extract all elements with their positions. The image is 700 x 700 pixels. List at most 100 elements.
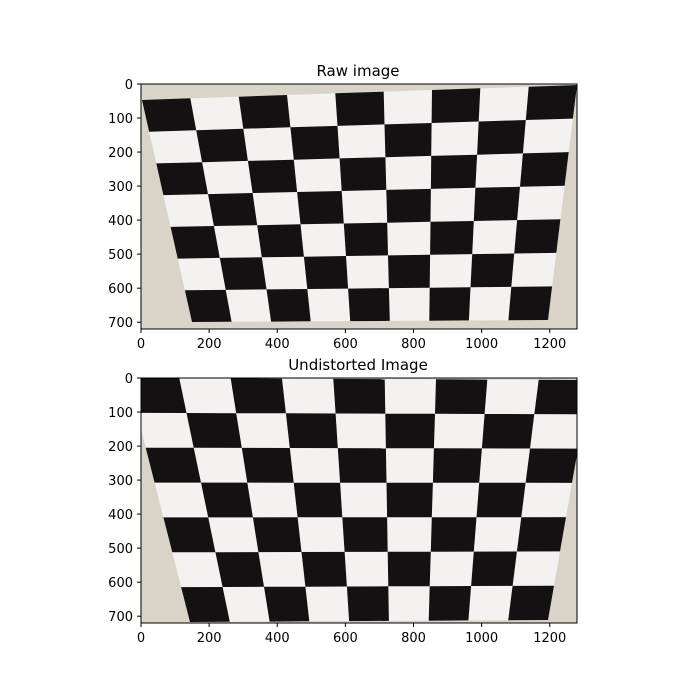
checker-square	[348, 288, 390, 322]
panel-title: Undistorted Image	[288, 356, 428, 374]
checker-square	[514, 219, 561, 254]
y-tick-label: 0	[125, 372, 133, 387]
checker-square	[477, 120, 526, 155]
checker-square	[196, 128, 248, 163]
checker-square	[342, 517, 388, 552]
y-tick-label: 300	[108, 474, 133, 489]
x-tick-label: 1200	[533, 631, 566, 646]
checker-square	[428, 586, 472, 621]
checker-square	[247, 159, 298, 193]
checker-square	[163, 517, 216, 553]
checker-square	[508, 286, 553, 321]
checker-square	[432, 448, 482, 483]
checker-square	[430, 154, 478, 189]
checker-square	[238, 95, 291, 129]
checker-square	[386, 188, 431, 223]
x-tick-label: 800	[401, 631, 426, 646]
y-tick-label: 200	[108, 440, 133, 455]
checker-square	[290, 125, 340, 160]
panel-undistorted: Undistorted Image 0 200 400 600 800 1000 12000…	[108, 356, 578, 646]
checker-square	[343, 222, 388, 256]
checker-square	[473, 186, 520, 221]
checker-square	[525, 448, 577, 483]
y-tick-label: 300	[108, 180, 133, 195]
y-tick-label: 400	[108, 214, 133, 229]
checker-square	[201, 482, 253, 518]
checker-square	[252, 517, 302, 553]
axis-ticks: 0 200 400 600 800 1000 1200 0 100 200 300 400 500 600…	[108, 372, 566, 646]
image-raw	[141, 84, 577, 329]
x-tick-label: 200	[197, 631, 222, 646]
checker-square	[520, 152, 569, 187]
checker-square	[156, 162, 208, 196]
checker-square	[219, 257, 267, 290]
panel-raw: Raw image 0 200 400 600 800 1000 1200 0 100 200 30…	[108, 62, 578, 352]
checker-square	[471, 551, 517, 586]
checker-square	[430, 517, 477, 552]
checker-square	[516, 517, 566, 552]
checker-square	[186, 413, 242, 448]
checker-square	[337, 448, 387, 483]
checker-square	[525, 85, 577, 120]
y-tick-label: 700	[108, 610, 133, 625]
checker-square	[335, 91, 385, 126]
checker-square	[534, 379, 577, 415]
checker-square	[181, 587, 230, 622]
axes-frame	[140, 377, 578, 624]
checker-square	[293, 482, 343, 518]
checker-square	[435, 379, 488, 414]
x-tick-label: 1000	[465, 631, 498, 646]
checker-square	[266, 289, 311, 322]
checker-square	[257, 224, 304, 258]
checker-square	[230, 378, 286, 414]
x-tick-label: 400	[265, 631, 290, 646]
y-tick-label: 500	[108, 248, 133, 263]
y-tick-label: 600	[108, 576, 133, 591]
checker-square	[388, 254, 431, 289]
y-tick-label: 100	[108, 406, 133, 421]
checker-square	[297, 191, 344, 225]
x-tick-label: 1200	[533, 337, 566, 352]
checker-square	[481, 414, 535, 449]
panel-title: Raw image	[316, 62, 399, 80]
checker-square	[285, 413, 338, 449]
checker-square	[142, 98, 197, 132]
checker-square	[141, 378, 187, 413]
axis-ticks: 0 200 400 600 800 1000 1200 0 100 200 300 400 500 600…	[108, 78, 566, 352]
checker-square	[431, 88, 481, 123]
axes-frame	[140, 83, 578, 330]
x-tick-label: 0	[137, 337, 145, 352]
x-tick-label: 600	[333, 631, 358, 646]
y-tick-label: 600	[108, 282, 133, 297]
x-tick-label: 800	[401, 337, 426, 352]
checker-square	[385, 413, 435, 449]
checker-square	[339, 157, 387, 191]
y-tick-label: 200	[108, 146, 133, 161]
y-tick-label: 500	[108, 542, 133, 557]
checker-square	[333, 378, 386, 414]
y-tick-label: 0	[125, 78, 133, 93]
image-undistorted	[141, 378, 577, 623]
y-tick-label: 700	[108, 316, 133, 331]
x-tick-label: 600	[333, 337, 358, 352]
x-tick-label: 400	[265, 337, 290, 352]
checker-square	[241, 447, 294, 483]
checker-square	[476, 482, 526, 518]
checker-square	[429, 287, 471, 321]
checker-square	[430, 221, 474, 255]
checker-square	[184, 289, 232, 322]
checker-square	[264, 586, 310, 622]
y-tick-label: 100	[108, 112, 133, 127]
checker-square	[208, 193, 258, 226]
y-tick-label: 400	[108, 508, 133, 523]
checker-square	[145, 447, 201, 483]
checker-square	[170, 226, 220, 259]
checker-square	[508, 585, 554, 621]
checker-square	[215, 552, 264, 587]
checker-square	[301, 551, 347, 587]
x-tick-label: 0	[137, 631, 145, 646]
x-tick-label: 1000	[465, 337, 498, 352]
checker-square	[346, 586, 389, 622]
checker-square	[387, 551, 431, 587]
